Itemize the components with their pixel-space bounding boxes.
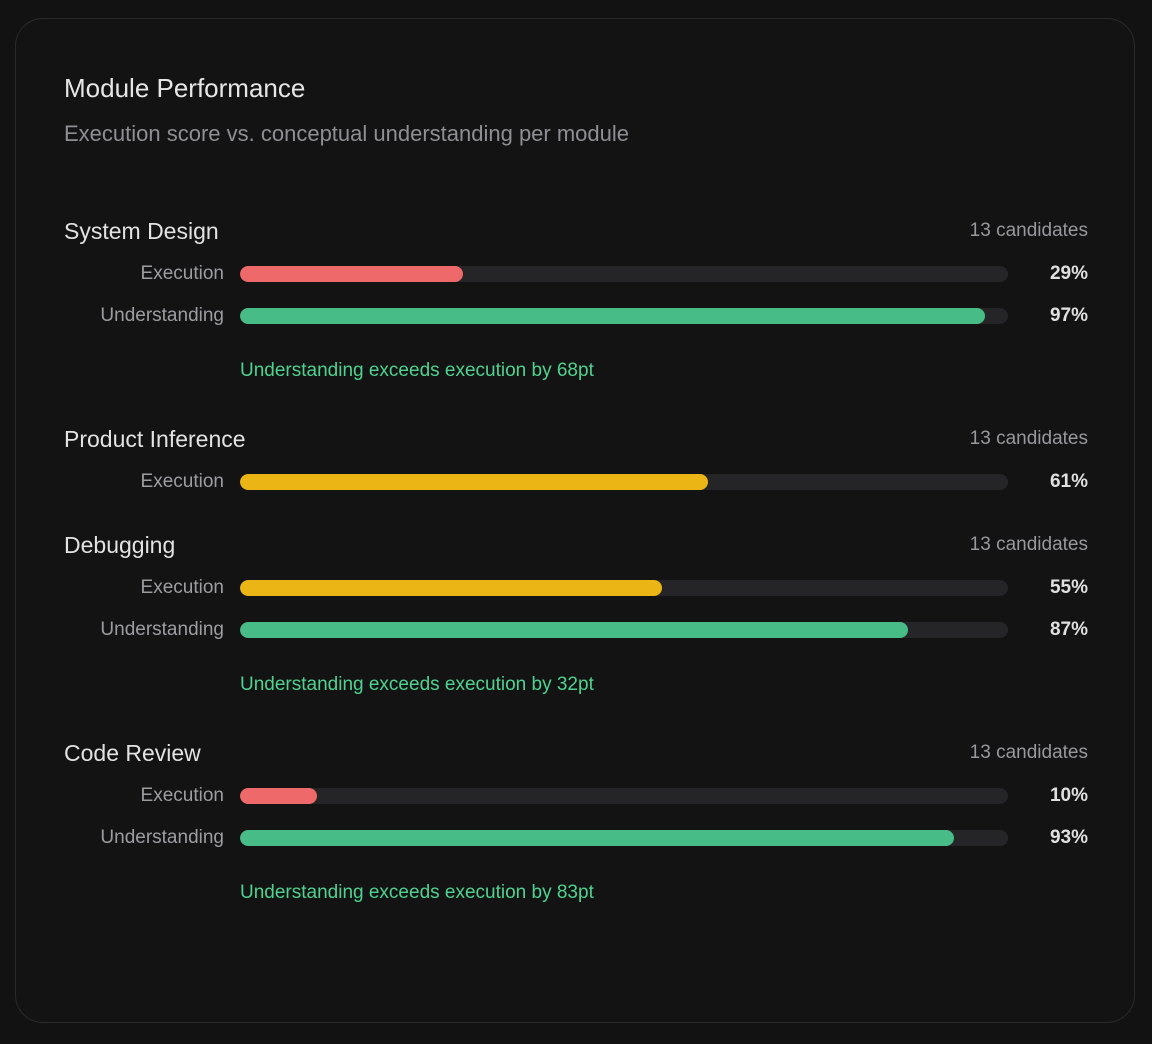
candidate-count: 13 candidates <box>969 220 1088 241</box>
gap-note: Understanding exceeds execution by 68pt <box>240 360 594 381</box>
execution-bar-label: Execution <box>140 785 224 806</box>
execution-bar-value: 61% <box>1049 471 1088 492</box>
execution-bar-label: Execution <box>140 263 224 284</box>
candidate-count: 13 candidates <box>969 428 1088 449</box>
module-performance-card <box>15 18 1135 1023</box>
understanding-bar-value: 87% <box>1049 619 1088 640</box>
understanding-bar-label: Understanding <box>100 619 224 640</box>
module-name: Product Inference <box>64 426 246 452</box>
gap-note: Understanding exceeds execution by 83pt <box>240 882 594 903</box>
execution-bar-track <box>240 580 1008 596</box>
gap-note: Understanding exceeds execution by 32pt <box>240 674 594 695</box>
understanding-bar-value: 93% <box>1049 827 1088 848</box>
understanding-bar-track <box>240 308 1008 324</box>
module-name: Debugging <box>64 532 176 558</box>
execution-bar-fill <box>240 788 317 804</box>
understanding-bar-label: Understanding <box>100 827 224 848</box>
understanding-bar-fill <box>240 308 985 324</box>
understanding-bar-track <box>240 830 1008 846</box>
execution-bar-label: Execution <box>140 471 224 492</box>
chart-subtitle: Execution score vs. conceptual understan… <box>64 121 630 146</box>
execution-bar-track <box>240 474 1008 490</box>
execution-bar-track <box>240 788 1008 804</box>
execution-bar-fill <box>240 580 663 596</box>
execution-bar-label: Execution <box>140 577 224 598</box>
module-name: Code Review <box>64 740 201 766</box>
understanding-bar-fill <box>240 622 909 638</box>
understanding-bar-value: 97% <box>1049 305 1088 326</box>
execution-bar-value: 10% <box>1049 785 1088 806</box>
execution-bar-fill <box>240 474 709 490</box>
candidate-count: 13 candidates <box>969 534 1088 555</box>
candidate-count: 13 candidates <box>969 742 1088 763</box>
understanding-bar-label: Understanding <box>100 305 224 326</box>
execution-bar-value: 55% <box>1049 577 1088 598</box>
understanding-bar-track <box>240 622 1008 638</box>
chart-title: Module Performance <box>64 73 306 103</box>
understanding-bar-fill <box>240 830 955 846</box>
module-name: System Design <box>64 218 219 244</box>
execution-bar-fill <box>240 266 463 282</box>
execution-bar-value: 29% <box>1049 263 1088 284</box>
execution-bar-track <box>240 266 1008 282</box>
